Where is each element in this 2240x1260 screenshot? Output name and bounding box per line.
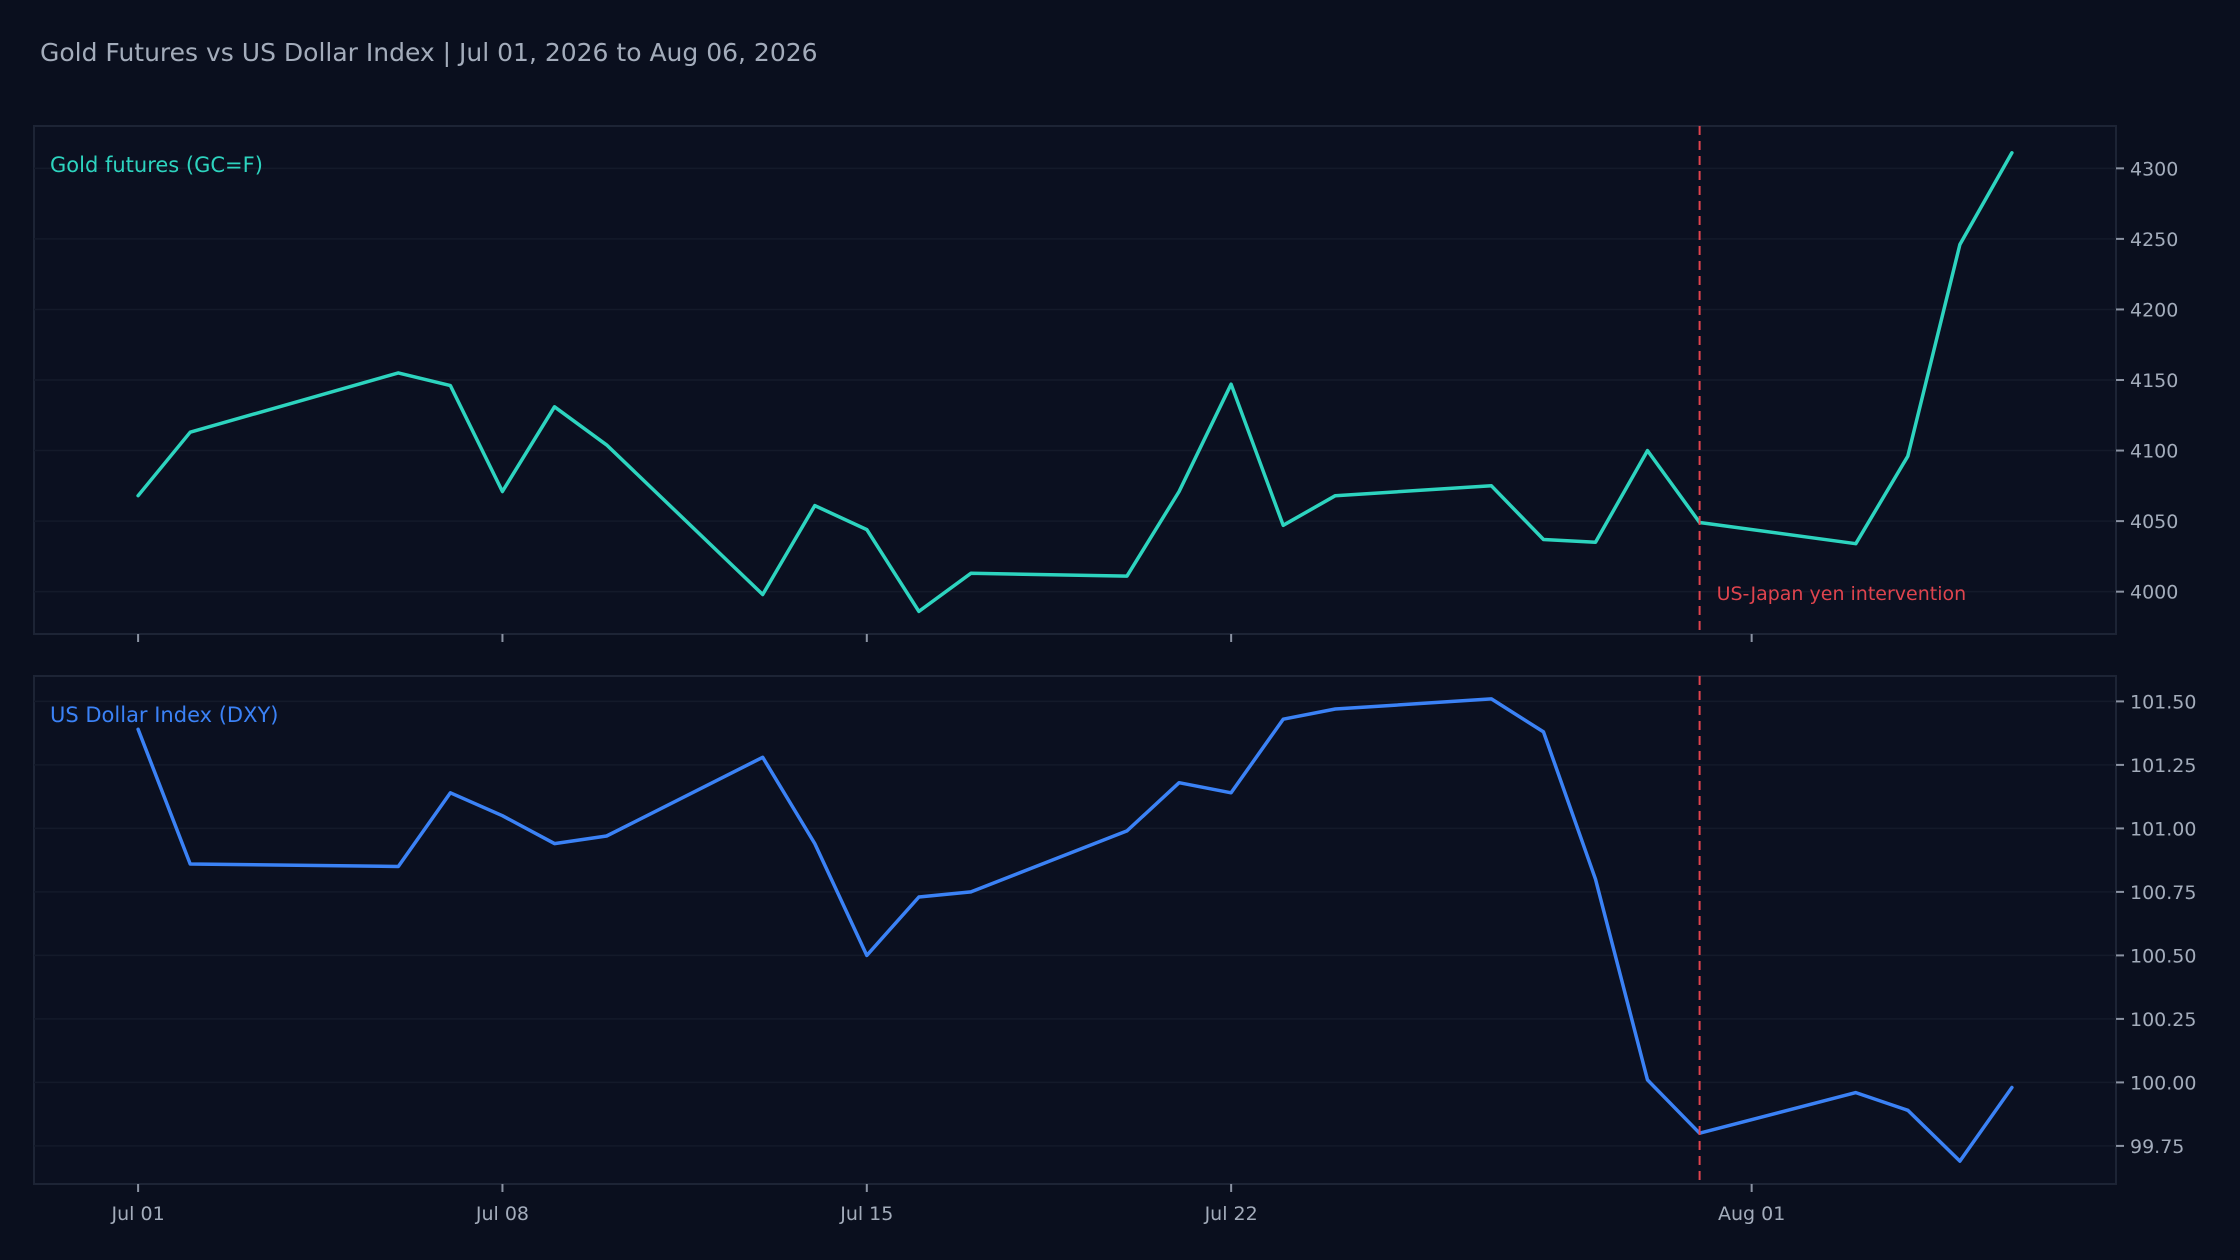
panel-1-ytick-label: 4050 <box>2130 511 2178 533</box>
panel-2-data-point <box>500 814 504 818</box>
xtick-label: Jul 22 <box>1204 1203 1258 1225</box>
panel-2-data-point <box>188 862 192 866</box>
panel-2-data-point <box>1541 730 1545 734</box>
xtick-label: Jul 08 <box>475 1203 529 1225</box>
panel-2-data-point <box>136 727 140 731</box>
panel-2-ytick-label: 100.50 <box>2130 945 2196 967</box>
panel-2-data-point <box>969 890 973 894</box>
panel-2-data-point <box>1333 707 1337 711</box>
panel-1-data-point <box>553 405 557 409</box>
panel-1-data-point <box>865 528 869 532</box>
panel-2-data-point <box>2010 1085 2014 1089</box>
panel-1-ytick-label: 4250 <box>2130 229 2178 251</box>
panel-2-data-point <box>1646 1078 1650 1082</box>
panel-2-ytick-label: 99.75 <box>2130 1136 2184 1158</box>
panel-1-data-point <box>1646 449 1650 453</box>
panel-2-frame <box>33 675 2117 1185</box>
panel-2-ytick-label: 100.75 <box>2130 882 2196 904</box>
panel-2-data-point <box>1958 1159 1962 1163</box>
panel-2-data-point <box>1177 781 1181 785</box>
panel-1-data-point <box>396 371 400 375</box>
panel-1-data-point <box>500 489 504 493</box>
panel-1-ytick-label: 4150 <box>2130 370 2178 392</box>
panel-2-data-point <box>553 842 557 846</box>
panel-1-data-point <box>1333 494 1337 498</box>
panel-1-data-point <box>1177 489 1181 493</box>
panel-1-ytick-label: 4100 <box>2130 441 2178 463</box>
panel-2-data-point <box>448 791 452 795</box>
panel-2-data-point <box>865 953 869 957</box>
xtick-label: Aug 01 <box>1718 1203 1785 1225</box>
xtick-label: Jul 15 <box>839 1203 893 1225</box>
panel-2-data-point <box>1854 1091 1858 1095</box>
panel-1-data-point <box>2010 151 2014 155</box>
panel-2-data-point <box>813 842 817 846</box>
panel-2-series-label: US Dollar Index (DXY) <box>50 703 279 727</box>
panel-1-ytick-label: 4200 <box>2130 299 2178 321</box>
panel-1-data-point <box>1541 537 1545 541</box>
panel-1-data-point <box>1854 542 1858 546</box>
panel-1-ytick-label: 4000 <box>2130 582 2178 604</box>
panel-1-data-point <box>969 571 973 575</box>
panel-2-data-point <box>1229 791 1233 795</box>
event-label: US-Japan yen intervention <box>1717 583 1967 605</box>
panel-1-series-label: Gold futures (GC=F) <box>50 153 263 177</box>
panel-1-data-point <box>188 430 192 434</box>
panel-2-ytick-label: 101.25 <box>2130 755 2196 777</box>
panel-2-ytick-label: 101.50 <box>2130 691 2196 713</box>
panel-1-data-point <box>1125 574 1129 578</box>
panel-2-data-point <box>1594 877 1598 881</box>
panel-2-data-point <box>1125 829 1129 833</box>
page-title: Gold Futures vs US Dollar Index | Jul 01… <box>40 38 818 67</box>
panel-1-data-point <box>448 384 452 388</box>
panel-2-data-point <box>917 895 921 899</box>
panel-1-data-point <box>1489 484 1493 488</box>
panel-1-data-point <box>1229 382 1233 386</box>
panel-2-data-point <box>1906 1108 1910 1112</box>
panel-1-series-line <box>136 151 2014 614</box>
panel-1-data-point <box>1958 243 1962 247</box>
panel-2-ytick-label: 100.00 <box>2130 1072 2196 1094</box>
panel-2-ytick-label: 100.25 <box>2130 1009 2196 1031</box>
panel-1-data-point <box>917 609 921 613</box>
panel-2-data-point <box>1489 697 1493 701</box>
panel-2-data-point <box>761 755 765 759</box>
panel-2-series-line <box>136 697 2014 1163</box>
panel-1-data-point <box>1906 454 1910 458</box>
panel-2-ytick-label: 101.00 <box>2130 818 2196 840</box>
panel-2-data-point <box>396 865 400 869</box>
panel-1-data-point <box>761 592 765 596</box>
panel-1-ytick-label: 4300 <box>2130 158 2178 180</box>
panel-2-data-point <box>1281 717 1285 721</box>
panel-2-data-point <box>605 834 609 838</box>
panel-1-data-point <box>813 504 817 508</box>
panel-1-data-point <box>136 494 140 498</box>
panel-1-data-point <box>1281 523 1285 527</box>
xtick-label: Jul 01 <box>111 1203 165 1225</box>
panel-1-data-point <box>1594 540 1598 544</box>
panel-1-data-point <box>605 443 609 447</box>
